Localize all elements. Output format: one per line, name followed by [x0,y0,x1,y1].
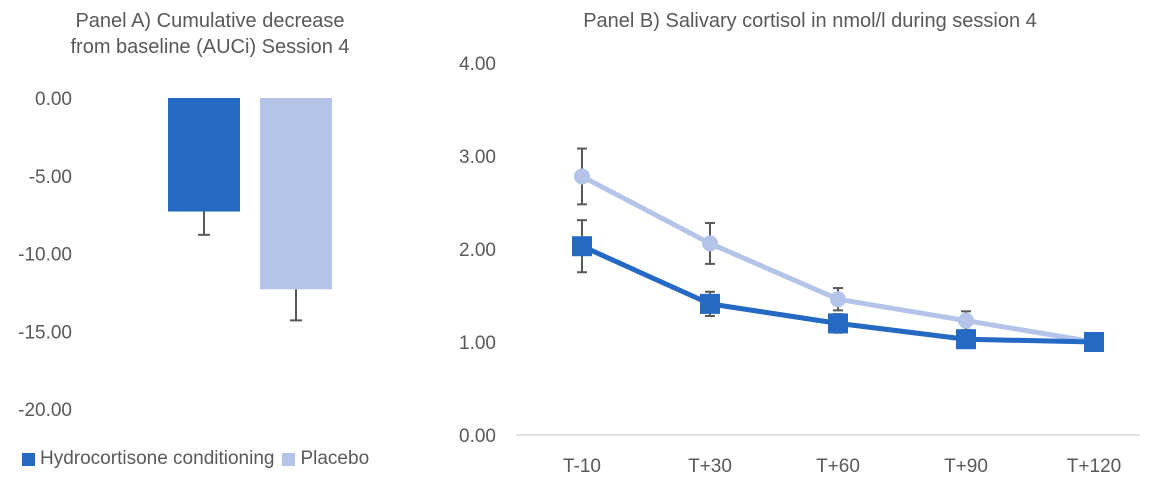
panel-b-ytick-label: 2.00 [459,240,496,261]
panel-a-bar-placebo [260,98,332,290]
panel-b-point-hydrocortisone [956,329,976,350]
panel-b-ytick-label: 4.00 [459,54,496,75]
panel-b-ytick-label: 0.00 [459,426,496,447]
panel-b-chart: 0.00 1.00 2.00 3.00 4.00 T-10 T+30 T+60 T+90 T+12… [459,54,1140,477]
panel-a-ytick-label: -5.00 [29,167,72,188]
panel-a-title: Panel A) Cumulative decrease from baseli… [20,8,400,60]
panel-b-point-hydrocortisone [572,236,592,257]
panel-b-xtick-label: T+90 [944,456,988,477]
legend-label-hydrocortisone: Hydrocortisone conditioning [40,448,275,469]
panel-b-title: Panel B) Salivary cortisol in nmol/l dur… [583,10,1037,32]
legend-item-hydrocortisone: Hydrocortisone conditioning [22,448,274,470]
panel-a-bar-hydrocortisone [168,98,240,212]
panel-a-title-line-1: Panel A) Cumulative decrease [75,10,345,32]
panel-a-ytick-label: -10.00 [18,245,72,266]
panel-b-point-hydrocortisone [700,293,720,314]
panel-b-xtick-label: T-10 [563,456,601,477]
panel-b-ytick-label: 3.00 [459,147,496,168]
panel-a-chart: 0.00 -5.00 -10.00 -15.00 -20.00 [18,89,332,421]
panel-b-xtick-label: T+30 [688,456,732,477]
legend-label-placebo: Placebo [300,448,370,469]
panel-b-ytick-label: 1.00 [459,333,496,354]
legend-swatch-placebo [282,452,296,466]
panel-b-point-placebo [574,168,590,185]
panel-a-ytick-label: -20.00 [18,400,72,421]
panel-b-xtick-label: T+60 [816,456,860,477]
panel-a-ytick-label: 0.00 [35,89,72,110]
panel-b-point-placebo [702,235,718,252]
panel-b-point-hydrocortisone [1084,332,1104,352]
panel-a-title-line-2: from baseline (AUCi) Session 4 [70,36,350,58]
panel-b-point-placebo [830,291,846,308]
panel-b-xtick-label: T+120 [1067,456,1121,477]
legend-item-placebo: Placebo [282,448,369,470]
panel-b-point-hydrocortisone [828,313,848,334]
panel-b-point-placebo [958,312,974,329]
panel-a-ytick-label: -15.00 [18,322,72,343]
legend: Hydrocortisone conditioning Placebo [22,448,377,470]
legend-swatch-hydrocortisone [22,452,35,466]
